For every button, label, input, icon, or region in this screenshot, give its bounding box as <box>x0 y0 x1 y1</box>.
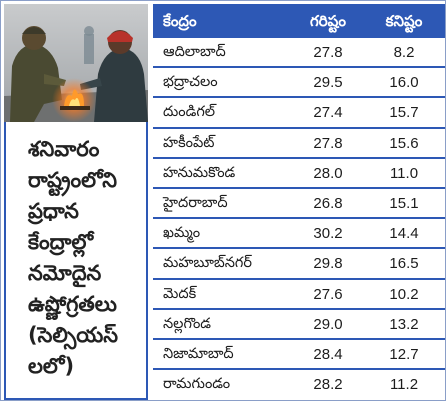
row-max-temp: 26.8 <box>313 194 343 212</box>
row-min-temp: 15.6 <box>389 134 419 152</box>
table-row: హకీంపేట్ 27.8 15.6 <box>153 129 445 159</box>
table-row: రామగుండం 28.2 11.2 <box>153 370 445 400</box>
row-min-temp: 10.2 <box>389 285 419 303</box>
caption-line: ప్రధాన <box>28 199 79 223</box>
temperature-table: కేంద్రం గరిష్టం కనిష్టం ఆదిలాబాద్ 27.8 8.2… <box>153 4 445 400</box>
header-max: గరిష్టం <box>310 12 346 30</box>
row-center-name: నల్లగొండ <box>163 315 212 332</box>
row-center-name: ఖమ్మం <box>163 225 201 242</box>
table-row: హనుమకొండ 28.0 11.0 <box>153 159 445 189</box>
row-center-name: భద్రాచలం <box>163 74 218 91</box>
table-body: ఆదిలాబాద్ 27.8 8.2 భద్రాచలం 29.5 16.0 దుండిగ… <box>153 38 445 400</box>
row-min-temp: 15.7 <box>389 104 419 122</box>
caption-line: కేంద్రాల్లో <box>28 230 94 254</box>
row-max-temp: 28.2 <box>313 376 343 394</box>
row-max-temp: 29.5 <box>313 74 343 92</box>
row-max-temp: 29.8 <box>313 255 343 273</box>
header-center: కేంద్రం <box>163 12 197 30</box>
row-max-temp: 27.8 <box>313 134 343 152</box>
table-row: నల్లగొండ 29.0 13.2 <box>153 310 445 340</box>
row-center-name: రామగుండం <box>163 376 231 393</box>
caption-line: శనివారం <box>28 137 100 161</box>
row-max-temp: 30.2 <box>313 225 343 243</box>
caption-line: లలో) <box>28 354 75 378</box>
row-max-temp: 29.0 <box>313 315 343 333</box>
table-row: నిజామాబాద్ 28.4 12.7 <box>153 340 445 371</box>
table-row: భద్రాచలం 29.5 16.0 <box>153 68 445 99</box>
caption-line: నమోదైన <box>28 261 102 285</box>
caption-line: రాష్ట్రంలోని <box>28 168 117 192</box>
table-row: దుండిగల్ 27.4 15.7 <box>153 98 445 129</box>
row-max-temp: 27.6 <box>313 285 343 303</box>
header-min: కనిష్టం <box>385 12 423 30</box>
row-min-temp: 8.2 <box>393 44 415 61</box>
row-center-name: హకీంపేట్ <box>163 134 215 151</box>
row-max-temp: 28.0 <box>313 164 343 182</box>
row-min-temp: 12.7 <box>389 345 419 363</box>
row-min-temp: 16.0 <box>389 74 419 92</box>
caption-line: ఉష్ణోగ్రతలు <box>28 292 117 316</box>
caption-line: (సెల్సియస్ <box>28 323 119 347</box>
row-min-temp: 15.1 <box>389 194 419 212</box>
table-row: మెదక్ 27.6 10.2 <box>153 280 445 310</box>
row-max-temp: 28.4 <box>313 345 343 363</box>
table-row: మహబూబ్‌నగర్ 29.8 16.5 <box>153 249 445 280</box>
row-center-name: దుండిగల్ <box>163 104 216 121</box>
table-row: ఆదిలాబాద్ 27.8 8.2 <box>153 38 445 69</box>
row-max-temp: 27.8 <box>313 44 343 61</box>
table-header: కేంద్రం గరిష్టం కనిష్టం <box>153 4 445 38</box>
campfire-photo <box>4 4 148 122</box>
row-center-name: మెదక్ <box>163 285 197 302</box>
people-around-fire-image <box>4 4 148 122</box>
row-center-name: మహబూబ్‌నగర్ <box>163 255 252 272</box>
row-center-name: ఆదిలాబాద్ <box>163 44 226 60</box>
row-min-temp: 14.4 <box>389 225 419 243</box>
table-row: ఖమ్మం 30.2 14.4 <box>153 219 445 250</box>
row-center-name: హైదరాబాద్ <box>163 194 228 211</box>
row-min-temp: 16.5 <box>389 255 419 273</box>
row-min-temp: 11.0 <box>389 164 419 182</box>
row-min-temp: 11.2 <box>389 376 419 394</box>
row-min-temp: 13.2 <box>389 315 419 333</box>
row-max-temp: 27.4 <box>313 104 343 122</box>
row-center-name: నిజామాబాద్ <box>163 345 234 362</box>
row-center-name: హనుమకొండ <box>163 164 236 181</box>
caption-box: శనివారం రాష్ట్రంలోని ప్రధాన కేంద్రాల్లో … <box>4 122 148 400</box>
table-row: హైదరాబాద్ 26.8 15.1 <box>153 189 445 220</box>
